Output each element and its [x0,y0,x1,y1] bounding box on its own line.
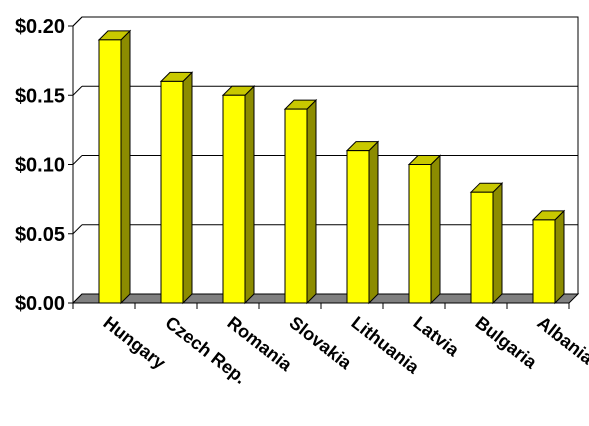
bar [345,140,380,305]
y-tick-label: $0.15 [15,85,65,107]
floor [71,293,580,304]
x-tick-label: Latvia [410,312,464,360]
bar [221,85,256,305]
y-axis: $0.00 $0.05 $0.10 $0.15 $0.20 [15,16,74,315]
y-tick-label: $0.10 [15,155,65,177]
x-tick-label: Bulgaria [472,312,542,373]
chart-floor [71,293,580,304]
y-tick-label: $0.05 [15,224,65,246]
bars [97,29,566,305]
x-tick-label: Lithuania [348,312,424,378]
gridline-depth [72,155,83,165]
bar [159,71,194,305]
bar [469,181,504,305]
y-tick-label: $0.20 [15,16,65,38]
x-tick-label: Slovakia [286,312,357,373]
bar [283,98,318,305]
bar [531,209,566,305]
x-tick-label: Albania [534,312,589,368]
gridline-depth [72,224,83,235]
y-tick-label: $0.00 [15,293,65,315]
bar [97,29,132,305]
bar [407,154,442,305]
gridline-depth [72,85,83,96]
x-tick-label: Hungary [100,312,170,373]
